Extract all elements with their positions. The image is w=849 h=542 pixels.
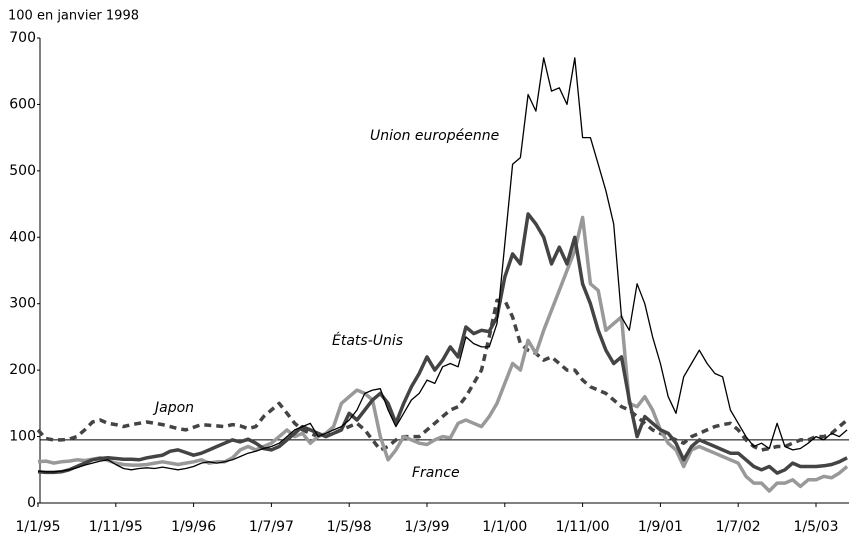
y-axis-label: 100 en janvier 1998 [8,9,139,24]
series-line [37,215,849,493]
x-tick-label: 1/1/00 [482,519,527,535]
annotation: Japon [152,400,194,416]
series-line [37,57,848,473]
y-tick-label: 100 [9,429,36,445]
x-tick-label: 1/7/02 [716,519,761,535]
x-tick-label: 1/1/95 [15,519,60,535]
x-tick-label: 1/7/97 [249,519,294,535]
y-tick-label: 400 [9,229,36,245]
y-tick-label: 0 [27,495,36,511]
x-tick-label: 1/5/98 [327,519,372,535]
annotation: États-Unis [332,332,403,349]
series-line [36,298,849,452]
annotation: Union européenne [370,128,499,144]
x-tick-label: 1/9/01 [638,519,683,535]
x-tick-label: 1/3/99 [404,519,449,535]
x-tick-label: 1/5/03 [793,519,838,535]
y-tick-label: 600 [9,96,36,112]
x-tick-label: 1/11/95 [89,519,143,535]
y-tick-label: 700 [9,30,36,46]
y-tick-label: 300 [9,296,36,312]
y-tick-label: 200 [9,362,36,378]
x-tick-label: 1/11/00 [556,519,610,535]
x-tick-label: 1/9/96 [171,519,216,535]
series-line [37,212,848,475]
annotation: France [412,465,460,481]
y-tick-label: 500 [9,163,36,179]
